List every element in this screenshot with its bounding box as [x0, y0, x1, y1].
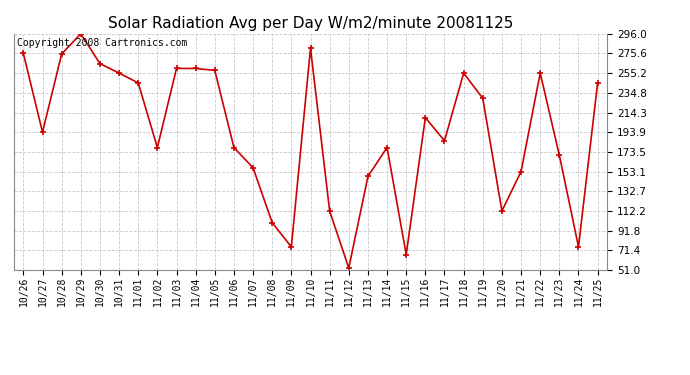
- Title: Solar Radiation Avg per Day W/m2/minute 20081125: Solar Radiation Avg per Day W/m2/minute …: [108, 16, 513, 31]
- Text: Copyright 2008 Cartronics.com: Copyright 2008 Cartronics.com: [17, 39, 187, 48]
